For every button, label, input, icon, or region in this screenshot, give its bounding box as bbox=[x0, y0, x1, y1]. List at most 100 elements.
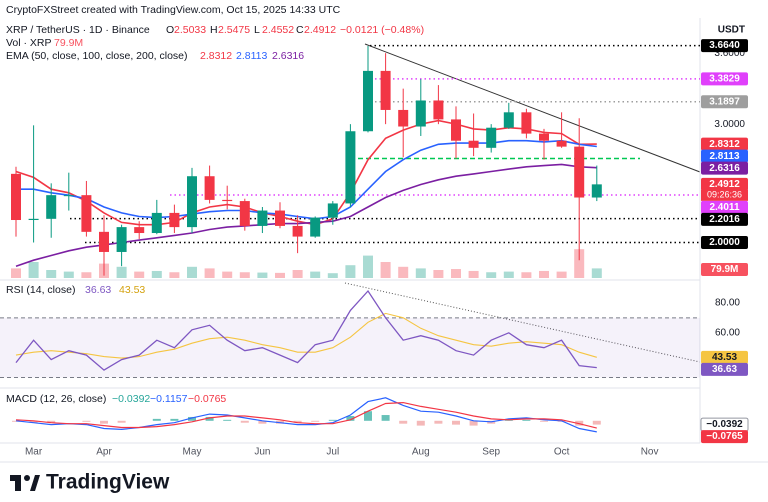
candle-body bbox=[310, 217, 321, 237]
x-tick-label: May bbox=[183, 447, 202, 458]
price-tag bbox=[701, 95, 748, 109]
volume-bar bbox=[63, 271, 74, 278]
histogram-bar bbox=[47, 420, 56, 423]
histogram-bar bbox=[592, 420, 601, 425]
rsi-line bbox=[15, 289, 597, 371]
histogram-bar bbox=[100, 420, 108, 424]
volume-bar bbox=[415, 268, 426, 278]
credit: CryptoFXStreet created with TradingView.… bbox=[6, 4, 341, 16]
price-tag bbox=[701, 235, 748, 249]
x-tick-label: Sep bbox=[482, 447, 500, 458]
candle-body bbox=[503, 112, 514, 128]
histogram-bar bbox=[540, 420, 548, 422]
volume-bar bbox=[327, 273, 338, 278]
volume-bar bbox=[468, 270, 479, 278]
histogram-bar bbox=[170, 418, 179, 421]
ohlc-key: O bbox=[166, 24, 174, 36]
ohlc-key: C bbox=[296, 24, 304, 36]
volume-bar bbox=[239, 272, 250, 278]
price-tag bbox=[701, 200, 748, 214]
histogram-bar bbox=[188, 416, 196, 421]
candle-body bbox=[433, 100, 444, 120]
unit: USDT bbox=[718, 25, 745, 36]
volume-bar bbox=[556, 271, 567, 278]
candle-body bbox=[134, 227, 145, 234]
candle-body bbox=[345, 131, 356, 204]
logo bbox=[10, 475, 40, 491]
candle-body bbox=[451, 119, 461, 141]
candle-body bbox=[239, 201, 250, 226]
price-tag-label: −0.0392 bbox=[706, 419, 743, 430]
volume-bar bbox=[398, 266, 409, 278]
volume-bar bbox=[310, 271, 321, 278]
candle-body bbox=[204, 176, 215, 200]
price-tag-label: 2.2016 bbox=[709, 214, 740, 225]
candle-body bbox=[486, 127, 497, 148]
ema-value: 2.6316 bbox=[272, 50, 304, 62]
volume-title: Vol · XRP bbox=[6, 37, 52, 49]
ohlc-value: 2.4552 bbox=[262, 24, 294, 36]
candle-body bbox=[257, 210, 268, 226]
volume-bar bbox=[257, 272, 268, 278]
price-tag bbox=[701, 212, 748, 226]
logo-shape bbox=[24, 475, 30, 481]
change: −0.0121 (−0.48%) bbox=[340, 24, 424, 36]
price-tag-label: −0.0765 bbox=[706, 431, 743, 442]
histogram-bar bbox=[117, 420, 126, 423]
price-tag bbox=[701, 161, 748, 175]
candle-body bbox=[222, 199, 233, 202]
volume-bar bbox=[222, 271, 233, 278]
candle-body bbox=[275, 210, 285, 226]
price-tag bbox=[701, 39, 748, 53]
volume-bar bbox=[28, 262, 39, 278]
histogram-bar bbox=[152, 418, 161, 421]
candle-body bbox=[521, 112, 532, 134]
price-tag-label: 3.6640 bbox=[709, 40, 740, 51]
candle-body bbox=[327, 203, 338, 218]
histogram-bar bbox=[364, 411, 372, 421]
candle-body bbox=[363, 70, 373, 132]
candle-body bbox=[398, 109, 409, 127]
volume-tag bbox=[701, 263, 748, 276]
ohlc-value: 2.4912 bbox=[304, 24, 336, 36]
histogram-bar bbox=[452, 420, 460, 425]
candle-body bbox=[292, 225, 303, 237]
candle-body bbox=[539, 133, 549, 141]
macd-line bbox=[15, 397, 597, 433]
histogram-bar bbox=[522, 419, 531, 421]
histogram-bar bbox=[346, 416, 355, 421]
trendline bbox=[364, 43, 701, 173]
legend-value: 43.53 bbox=[119, 284, 145, 296]
x-tick-label: Oct bbox=[554, 447, 570, 458]
x-tick-label: Jul bbox=[326, 447, 339, 458]
legend-value: 36.63 bbox=[85, 284, 111, 296]
price-tag-label: 43.53 bbox=[712, 352, 737, 363]
candle-body bbox=[151, 212, 162, 234]
histogram-bar bbox=[258, 420, 267, 424]
legend-value: −0.0392 bbox=[112, 393, 150, 405]
candle-body bbox=[81, 195, 92, 232]
candle-body bbox=[116, 227, 127, 252]
volume-bar bbox=[169, 272, 180, 278]
price-tag-label: 3.1897 bbox=[709, 96, 740, 107]
brand: TradingView bbox=[46, 471, 170, 494]
price-tag bbox=[701, 149, 748, 163]
volume-bar bbox=[380, 262, 391, 278]
candle-body bbox=[63, 195, 74, 197]
volume-bar bbox=[539, 270, 549, 278]
x-tick-label: Aug bbox=[412, 447, 430, 458]
candle-body bbox=[169, 212, 180, 228]
volume-bar bbox=[275, 272, 285, 278]
ohlc-value: 2.5033 bbox=[174, 24, 206, 36]
volume-bar bbox=[451, 269, 461, 278]
candle-body bbox=[591, 184, 602, 198]
volume-bar bbox=[486, 272, 497, 278]
rsi-band bbox=[0, 317, 700, 378]
candle-body bbox=[556, 140, 567, 147]
histogram-bar bbox=[82, 420, 91, 422]
volume-bar bbox=[116, 266, 127, 278]
histogram-bar bbox=[469, 420, 478, 426]
price-tag bbox=[701, 72, 748, 86]
volume-bar bbox=[81, 272, 92, 278]
